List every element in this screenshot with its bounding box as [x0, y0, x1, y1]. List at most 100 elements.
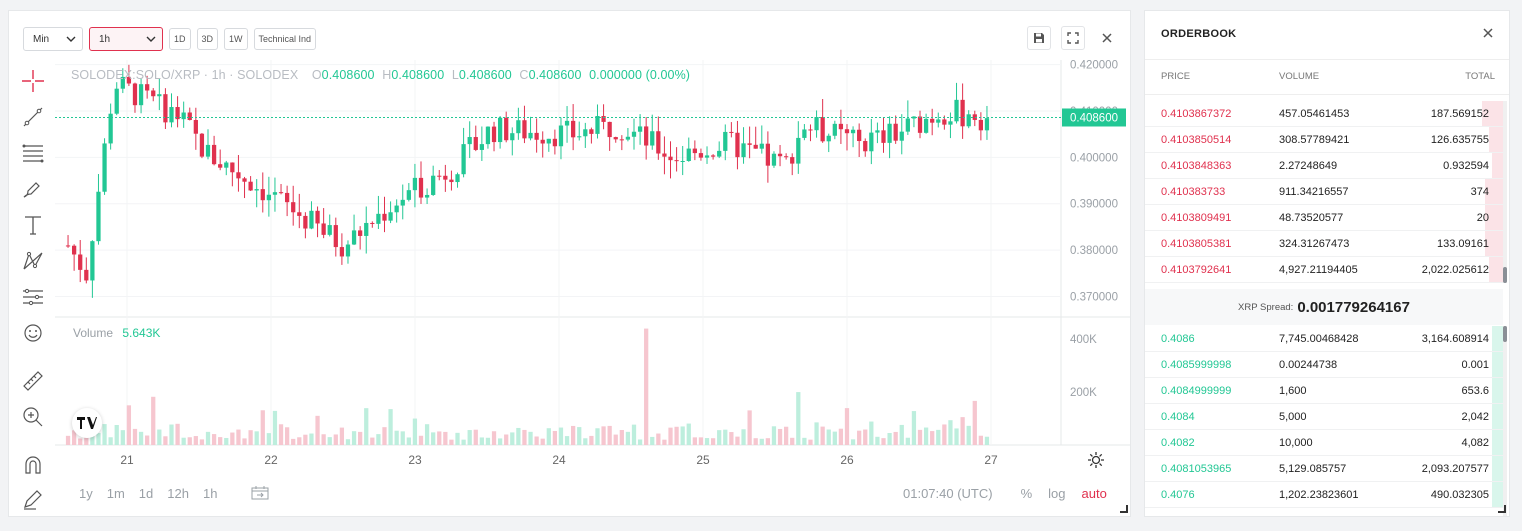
volume-bar — [303, 434, 308, 445]
prediction-tool[interactable] — [19, 284, 47, 310]
range-1d[interactable]: 1d — [138, 486, 154, 501]
volume-bar — [814, 422, 819, 445]
volume-bar — [869, 421, 874, 445]
magnet-icon — [25, 456, 41, 474]
candle-body — [826, 135, 831, 142]
volume-bar — [181, 437, 186, 445]
bid-total: 0.001 — [1461, 359, 1489, 371]
technical-indicators-button[interactable]: Technical Ind — [253, 28, 317, 50]
fib-tool[interactable] — [19, 140, 47, 166]
ask-row[interactable]: 0.4103792641 4,927.21194405 2,022.025612 — [1145, 257, 1503, 283]
candle-body — [491, 126, 497, 143]
candle-body — [522, 120, 527, 139]
ask-row[interactable]: 0.4103809491 48.73520577 20 — [1145, 205, 1503, 231]
bid-row[interactable]: 0.4076 1,202.23823601 490.032305 — [1145, 482, 1503, 508]
zoom-tool[interactable] — [19, 404, 47, 430]
ask-total: 0.932594 — [1443, 160, 1489, 172]
asks-scroll-thumb[interactable] — [1503, 267, 1507, 283]
volume-bar — [978, 435, 984, 445]
low-value: 0.408600 — [458, 68, 512, 82]
volume-bar — [674, 426, 679, 445]
candle-body — [759, 143, 764, 149]
price-chart[interactable]: 212223242526270.4200000.4100000.4000000.… — [55, 60, 1131, 475]
ask-row[interactable]: 0.410383733 911.34216557 374 — [1145, 179, 1503, 205]
resize-handle[interactable] — [1120, 505, 1128, 513]
close-chart-button[interactable] — [1095, 26, 1119, 50]
ask-row[interactable]: 0.4103805381 324.31267473 133.09161 — [1145, 231, 1503, 257]
volume-bar — [753, 438, 758, 445]
utc-clock: 01:07:40 (UTC) — [903, 486, 993, 501]
time-tick-label: 23 — [408, 453, 422, 467]
candle-body — [637, 126, 643, 132]
pattern-tool[interactable] — [19, 248, 47, 274]
orderbook-close-button[interactable] — [1483, 25, 1493, 43]
emoji-tool[interactable] — [19, 320, 47, 346]
candle-body — [863, 141, 868, 152]
candle-body — [631, 131, 637, 137]
volume-bar — [358, 431, 363, 445]
change-value: 0.000000 (0.00%) — [589, 68, 691, 82]
volume-bar — [966, 425, 971, 445]
ruler-tool[interactable] — [19, 368, 47, 394]
trend-line-tool[interactable] — [19, 104, 47, 130]
volume-bar — [911, 411, 917, 445]
save-icon — [1034, 33, 1044, 43]
save-button[interactable] — [1027, 26, 1051, 50]
bid-row[interactable]: 0.4082 10,000 4,082 — [1145, 430, 1503, 456]
candle-body — [613, 137, 618, 140]
bids-scrollbar[interactable] — [1503, 326, 1507, 516]
candle-body — [686, 148, 691, 161]
range-1h[interactable]: 1h — [202, 486, 218, 501]
bid-row[interactable]: 0.4085999998 0.00244738 0.001 — [1145, 352, 1503, 378]
asks-list: 0.4103867372 457.05461453 187.569152 0.4103… — [1145, 101, 1503, 283]
candle-body — [796, 137, 801, 164]
range-3d-button[interactable]: 3D — [196, 28, 219, 50]
candle-body — [619, 139, 624, 141]
orderbook-resize-handle[interactable] — [1498, 505, 1506, 513]
auto-scale-toggle[interactable]: auto — [1081, 486, 1107, 501]
interval-type-select[interactable]: Min — [23, 27, 83, 51]
volume-bar — [96, 433, 101, 445]
interval-value-select[interactable]: 1h — [89, 27, 163, 51]
candle-body — [717, 150, 722, 157]
candle-body — [850, 129, 856, 134]
bid-total: 490.032305 — [1430, 489, 1489, 501]
bid-row[interactable]: 0.4084 5,000 2,042 — [1145, 404, 1503, 430]
fullscreen-button[interactable] — [1061, 26, 1085, 50]
candle-body — [589, 129, 594, 134]
volume-bar — [857, 430, 862, 445]
scale-controls: 01:07:40 (UTC) % log auto — [903, 486, 1107, 501]
candle-body — [473, 137, 478, 150]
depth-bar — [1492, 153, 1503, 178]
percent-scale-toggle[interactable]: % — [1020, 486, 1033, 501]
volume-bar — [102, 424, 107, 445]
candle-body — [680, 160, 685, 162]
bid-price: 0.4084 — [1161, 411, 1195, 423]
log-scale-toggle[interactable]: log — [1048, 486, 1066, 501]
range-1y[interactable]: 1y — [79, 486, 93, 501]
crosshair-tool[interactable] — [19, 68, 47, 94]
magnet-tool[interactable] — [19, 452, 47, 478]
range-12h[interactable]: 12h — [167, 486, 189, 501]
ask-row[interactable]: 0.4103848363 2.27248649 0.932594 — [1145, 153, 1503, 179]
open-label: O — [311, 68, 322, 82]
ask-row[interactable]: 0.4103850514 308.57789421 126.635755 — [1145, 127, 1503, 153]
range-1w-button[interactable]: 1W — [224, 28, 248, 50]
ask-row[interactable]: 0.4103867372 457.05461453 187.569152 — [1145, 101, 1503, 127]
depth-bar — [1481, 101, 1503, 126]
ask-price: 0.4103850514 — [1161, 134, 1232, 146]
bids-scroll-thumb[interactable] — [1503, 326, 1507, 342]
ask-total: 2,022.025612 — [1421, 264, 1489, 276]
chart-settings-button[interactable] — [1087, 451, 1105, 474]
bid-row[interactable]: 0.4081053965 5,129.085757 2,093.207577 — [1145, 456, 1503, 482]
draw-mode-tool[interactable] — [19, 486, 47, 512]
brush-tool[interactable] — [19, 176, 47, 202]
date-range-button[interactable] — [251, 486, 269, 503]
text-tool[interactable] — [19, 212, 47, 238]
asks-scrollbar[interactable] — [1503, 101, 1507, 283]
range-1m[interactable]: 1m — [106, 486, 125, 501]
bid-row[interactable]: 0.4086 7,745.00468428 3,164.608914 — [1145, 326, 1503, 352]
range-1d-button[interactable]: 1D — [169, 28, 191, 50]
candle-body — [528, 132, 533, 139]
bid-row[interactable]: 0.4084999999 1,600 653.6 — [1145, 378, 1503, 404]
